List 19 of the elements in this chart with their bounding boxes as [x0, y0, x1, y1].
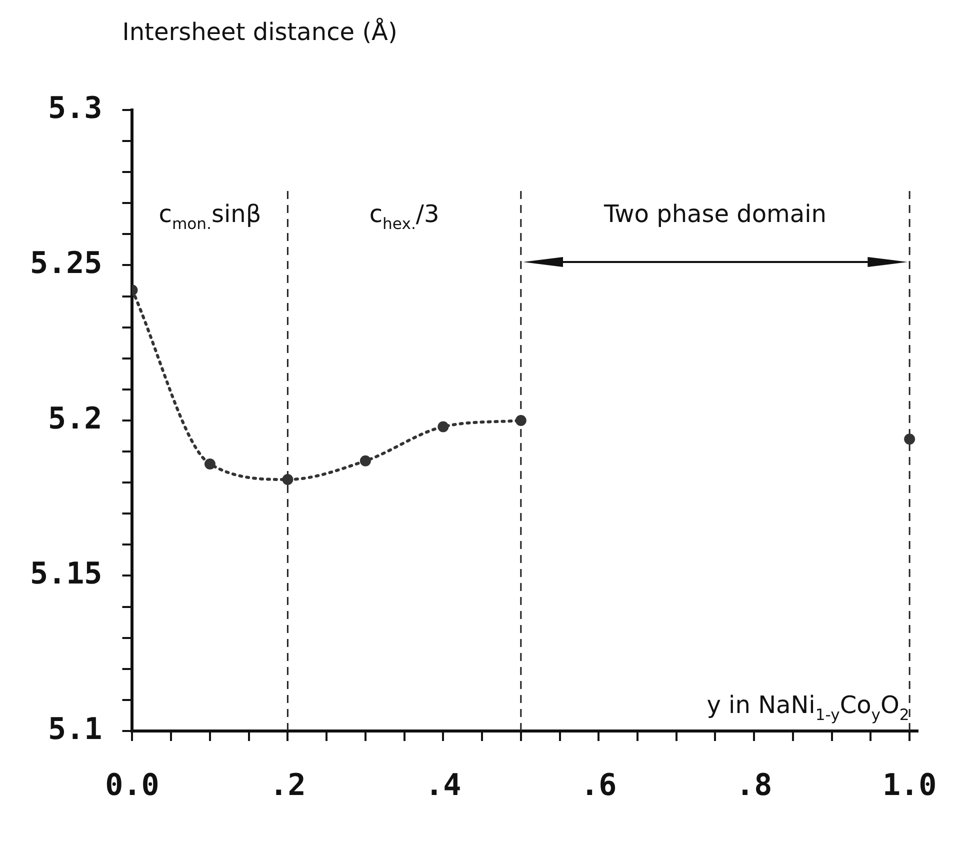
x-tick-label: 0.0	[105, 768, 160, 803]
point	[904, 434, 916, 445]
y-tick-label: 5.15	[30, 556, 102, 592]
point	[515, 415, 526, 426]
point	[360, 455, 371, 466]
x-tick-label: .4	[425, 768, 462, 803]
y-tick-label: 5.25	[30, 246, 102, 282]
annotation: Two phase domain	[602, 200, 827, 228]
y-tick-label: 5.3	[48, 90, 102, 126]
x-tick-label: 1.0	[882, 768, 937, 803]
x-tick-label: .6	[580, 768, 617, 803]
x-tick-label: .2	[270, 768, 306, 803]
y-tick-label: 5.1	[48, 712, 102, 747]
y-tick-label: 5.2	[48, 401, 102, 436]
y-axis-title: Intersheet distance (Å)	[122, 17, 398, 46]
point	[438, 421, 449, 432]
point	[204, 458, 216, 470]
x-tick-label: .8	[736, 768, 772, 803]
point	[282, 474, 294, 485]
